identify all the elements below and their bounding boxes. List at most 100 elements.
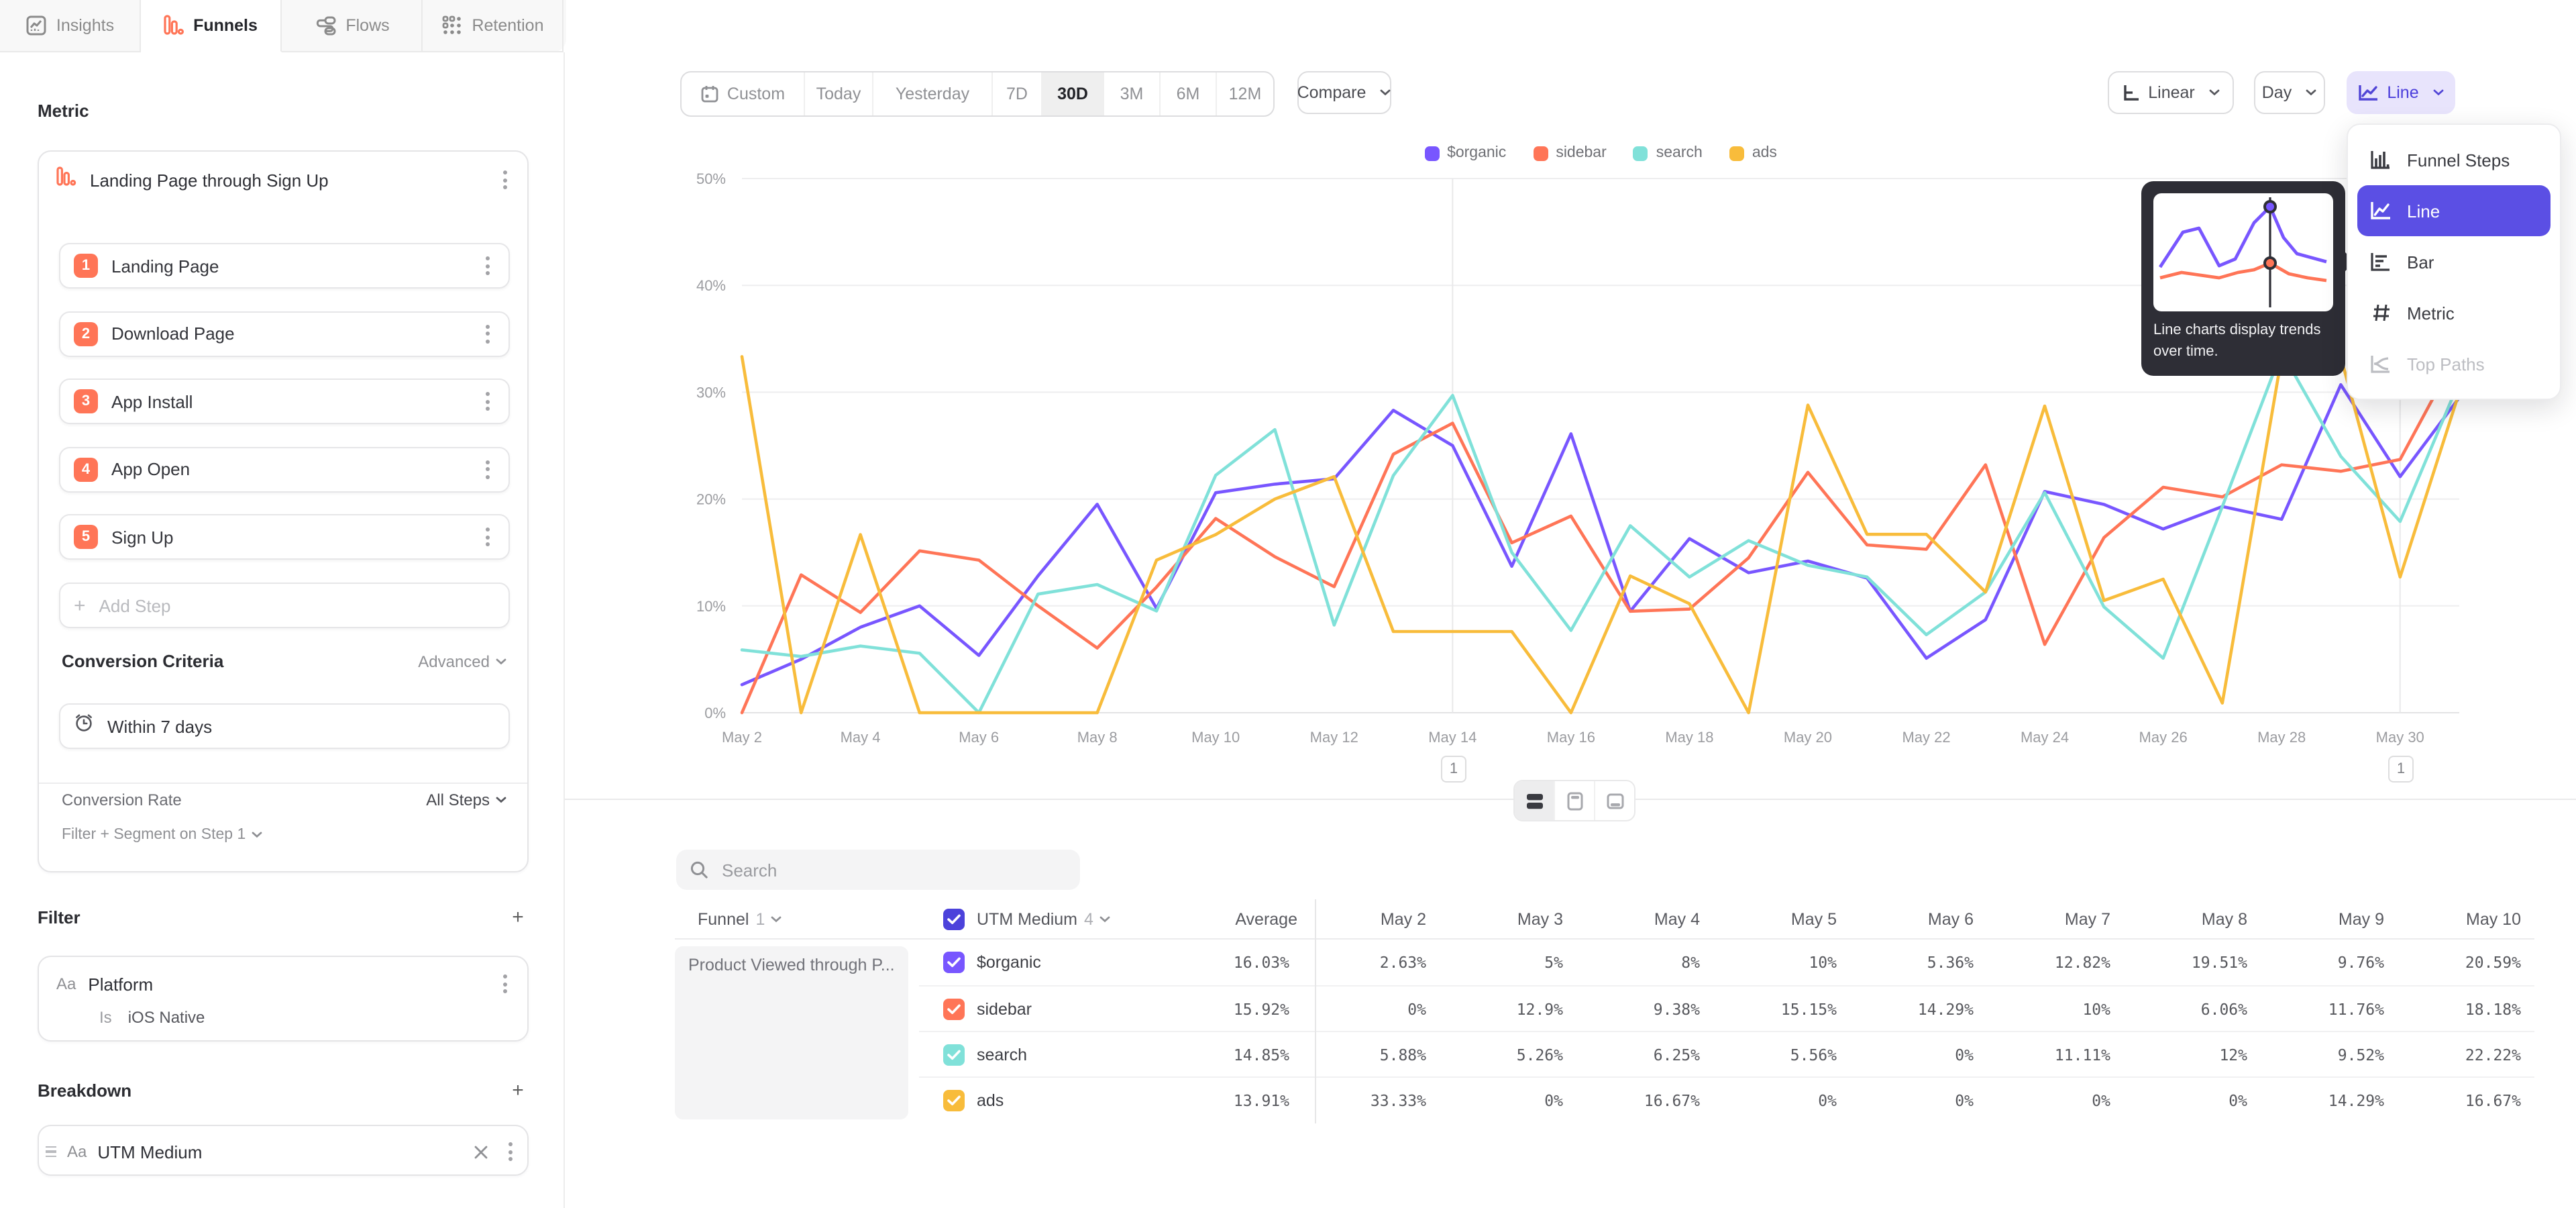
filter-segment-dropdown[interactable]: Filter + Segment on Step 1	[62, 827, 263, 843]
chart-type-dropdown[interactable]: Line	[2347, 71, 2455, 114]
date-column-header[interactable]: May 4	[1576, 899, 1713, 940]
average-column-header[interactable]: Average	[1154, 899, 1303, 940]
date-column-header[interactable]: May 10	[2398, 899, 2534, 940]
filter-kebab-icon[interactable]	[498, 969, 513, 999]
funnel-column-header[interactable]: Funnel 1	[675, 899, 919, 940]
funnel-step-2[interactable]: 2 Download Page	[59, 311, 510, 356]
add-breakdown-button[interactable]: +	[512, 1078, 524, 1101]
range-button-12m[interactable]: 12M	[1216, 72, 1273, 115]
value-cell: 20.59%	[2398, 940, 2534, 985]
funnel-step-5[interactable]: 5 Sign Up	[59, 514, 510, 560]
funnel-menu-kebab-icon[interactable]	[498, 165, 513, 195]
step-kebab-icon[interactable]	[480, 319, 495, 348]
date-column-header[interactable]: May 9	[2261, 899, 2398, 940]
series-checkbox[interactable]	[943, 998, 965, 1019]
x-tick-label: May 6	[959, 729, 999, 746]
add-filter-button[interactable]: +	[512, 905, 524, 928]
menu-item-funnel-steps[interactable]: Funnel Steps	[2357, 134, 2551, 185]
legend-swatch	[1424, 146, 1440, 160]
line-chart[interactable]: 0% 10% 20% 30% 40% 50% May 2 May 4 May 6 May 8 May…	[671, 141, 2496, 785]
series-cell-search[interactable]: search	[919, 1031, 1154, 1076]
average-cell: 14.85%	[1154, 1031, 1303, 1076]
menu-item-line[interactable]: Line	[2357, 185, 2551, 236]
step-number-badge: 5	[74, 525, 98, 549]
date-column-header[interactable]: May 8	[2124, 899, 2261, 940]
layout-split-horizontal-button[interactable]	[1515, 781, 1554, 820]
compare-button[interactable]: Compare	[1297, 71, 1391, 114]
value-cell: 5.56%	[1713, 1031, 1850, 1076]
cell-value: 5.56%	[1790, 1045, 1837, 1064]
menu-item-bar[interactable]: Bar	[2357, 236, 2551, 287]
date-column-header[interactable]: May 6	[1850, 899, 1987, 940]
step-kebab-icon[interactable]	[480, 251, 495, 281]
series-cell-organic[interactable]: $organic	[919, 940, 1154, 985]
series-checkbox[interactable]	[943, 952, 965, 973]
series-line-organic[interactable]	[740, 383, 2461, 687]
drag-handle-icon[interactable]	[46, 1146, 56, 1158]
menu-item-metric[interactable]: Metric	[2357, 287, 2551, 338]
funnel-step-3[interactable]: 3 App Install	[59, 379, 510, 424]
series-line-ads[interactable]	[740, 355, 2461, 715]
series-line-sidebar[interactable]	[740, 348, 2461, 715]
tab-retention[interactable]: Retention	[423, 0, 564, 52]
tab-flows[interactable]: Flows	[282, 0, 423, 52]
granularity-dropdown[interactable]: Day	[2254, 71, 2325, 114]
range-button-3m[interactable]: 3M	[1103, 72, 1159, 115]
tab-insights[interactable]: Insights	[0, 0, 141, 52]
line-chart-icon	[2357, 83, 2379, 102]
date-column-header[interactable]: May 3	[1440, 899, 1576, 940]
layout-table-bottom-button[interactable]	[1594, 781, 1634, 820]
value-cell: 14.29%	[2261, 1076, 2398, 1122]
funnel-name-cell[interactable]: Product Viewed through P...	[675, 946, 908, 1119]
range-label: 12M	[1228, 85, 1262, 103]
legend-item-sidebar[interactable]: sidebar	[1533, 145, 1607, 161]
value-cell: 10%	[1987, 985, 2124, 1031]
scale-dropdown[interactable]: Linear	[2108, 71, 2234, 114]
funnel-step-1[interactable]: 1 Landing Page	[59, 243, 510, 289]
range-button-today[interactable]: Today	[804, 72, 872, 115]
legend-item-organic[interactable]: $organic	[1424, 145, 1506, 161]
chart-type-label: Line	[2387, 83, 2419, 102]
legend-item-ads[interactable]: ads	[1729, 145, 1777, 161]
range-button-30d[interactable]: 30D	[1041, 72, 1103, 115]
date-column-header[interactable]: May 7	[1987, 899, 2124, 940]
step-label: Landing Page	[111, 256, 219, 276]
range-button-yesterday[interactable]: Yesterday	[872, 72, 991, 115]
conversion-window-button[interactable]: Within 7 days	[59, 703, 510, 749]
annotation-badge[interactable]: 1	[1441, 756, 1466, 783]
breakdown-card[interactable]: Aa UTM Medium	[38, 1125, 529, 1176]
legend-item-search[interactable]: search	[1633, 145, 1703, 161]
breakdown-column-header[interactable]: UTM Medium 4	[919, 899, 1154, 940]
series-checkbox[interactable]	[943, 1044, 965, 1065]
search-input[interactable]	[719, 858, 1067, 881]
series-line-search[interactable]	[740, 350, 2461, 715]
step-kebab-icon[interactable]	[480, 454, 495, 484]
annotation-badge[interactable]: 1	[2388, 756, 2414, 783]
layout-chart-only-button[interactable]	[1554, 781, 1594, 820]
funnel-step-4[interactable]: 4 App Open	[59, 446, 510, 492]
add-step-button[interactable]: + Add Step	[59, 583, 510, 628]
breakdown-kebab-icon[interactable]	[503, 1137, 518, 1166]
series-cell-sidebar[interactable]: sidebar	[919, 985, 1154, 1031]
filter-card[interactable]: Aa Platform Is iOS Native	[38, 956, 529, 1042]
step-kebab-icon[interactable]	[480, 387, 495, 416]
conversion-rate-dropdown[interactable]: All Steps	[426, 791, 507, 809]
advanced-dropdown[interactable]: Advanced	[418, 652, 507, 670]
date-column-header[interactable]: May 5	[1713, 899, 1850, 940]
filter-operator[interactable]: Is	[99, 1008, 112, 1027]
filter-value[interactable]: iOS Native	[127, 1008, 205, 1027]
range-button-custom[interactable]: Custom	[682, 72, 804, 115]
series-checkbox[interactable]	[943, 1089, 965, 1111]
tab-label: Insights	[56, 16, 115, 35]
range-button-7d[interactable]: 7D	[991, 72, 1041, 115]
step-kebab-icon[interactable]	[480, 522, 495, 552]
top-paths-icon	[2369, 353, 2392, 374]
series-checkbox[interactable]	[943, 908, 965, 929]
x-tick-label: May 8	[1077, 729, 1118, 746]
value-cell: 12.9%	[1440, 985, 1576, 1031]
series-cell-ads[interactable]: ads	[919, 1076, 1154, 1122]
remove-breakdown-icon[interactable]	[470, 1140, 492, 1163]
tab-funnels[interactable]: Funnels	[141, 0, 282, 52]
date-column-header[interactable]: May 2	[1303, 899, 1440, 940]
range-button-6m[interactable]: 6M	[1159, 72, 1216, 115]
